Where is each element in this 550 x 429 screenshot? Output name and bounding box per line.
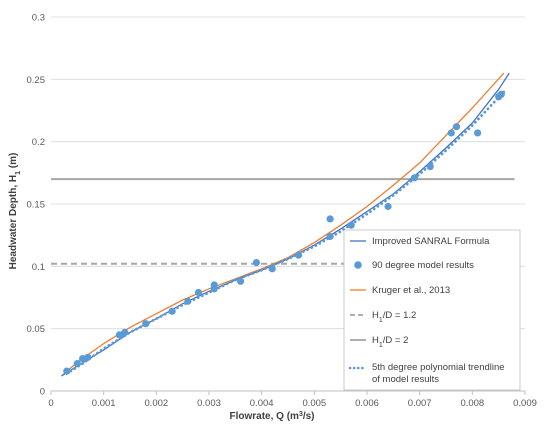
y-tick-label-4: 0.2 [32, 137, 45, 148]
legend-label-poly-trendline-line2: of model results [372, 374, 439, 385]
x-tick-label-9: 0.009 [513, 398, 537, 409]
x-tick-label-6: 0.006 [355, 398, 379, 409]
legend-label-poly-trendline-line1: 5th degree polynomial trendline [372, 362, 505, 373]
y-axis-title-subscript: 1 [15, 171, 22, 175]
y-tick-label-5: 0.25 [27, 75, 46, 86]
model-result-point [194, 288, 203, 297]
x-tick-labels: 0 0.001 0.002 0.003 0.004 0.005 0.006 0.007 0.00… [48, 398, 537, 409]
y-tick-label-1: 0.05 [27, 324, 46, 335]
model-result-point [326, 215, 334, 223]
model-result-point [294, 251, 303, 259]
model-result-point [168, 307, 176, 315]
model-result-point [142, 320, 150, 328]
legend-label-h1d-2: H1/D = 2 [372, 335, 408, 349]
x-tick-label-3: 0.003 [197, 398, 221, 409]
x-tick-label-8: 0.008 [460, 398, 484, 409]
axes [50, 390, 526, 395]
legend-label-improved-sanral: Improved SANRAL Formula [372, 236, 490, 247]
legend-label-h1d-1-2: H1/D = 1.2 [372, 310, 416, 324]
model-result-point [84, 353, 92, 361]
model-result-point [252, 258, 260, 267]
x-axis-title-superscript: 3 [299, 411, 303, 418]
x-axis-title: Flowrate, Q (m3/s) [229, 411, 314, 423]
model-result-point [73, 359, 81, 368]
model-result-point [184, 297, 192, 305]
x-tick-label-1: 0.001 [92, 398, 116, 409]
model-result-point [384, 202, 392, 211]
model-result-point [237, 277, 245, 285]
model-result-point [63, 367, 71, 375]
y-tick-label-3: 0.15 [27, 200, 46, 211]
series-model-results [63, 90, 505, 375]
model-result-point [426, 163, 434, 171]
series-layer [51, 72, 515, 377]
x-tick-label-5: 0.005 [302, 398, 326, 409]
y-axis-title: Headwater Depth, H1 (m) [8, 153, 22, 270]
model-result-point [347, 221, 355, 229]
model-result-point [326, 232, 334, 241]
y-tick-label-0: 0 [40, 387, 45, 398]
model-result-point [268, 265, 276, 273]
model-result-point [474, 129, 482, 137]
y-tick-label-6: 0.3 [32, 13, 45, 24]
model-result-point [210, 285, 218, 293]
y-tick-labels: 0 0.05 0.1 0.15 0.2 0.25 0.3 [27, 13, 46, 398]
legend-label-model-results: 90 degree model results [372, 260, 474, 271]
y-tick-label-2: 0.1 [32, 262, 45, 273]
legend-box [343, 229, 521, 391]
x-tick-label-0: 0 [48, 398, 53, 409]
x-tick-label-7: 0.007 [408, 398, 432, 409]
legend-label-kruger: Kruger et al., 2013 [372, 285, 450, 296]
gridlines [51, 16, 525, 330]
x-tick-label-2: 0.002 [144, 398, 168, 409]
model-result-point [121, 328, 129, 337]
legend-swatch-model-results [354, 261, 362, 269]
model-result-point [497, 90, 505, 98]
model-result-point [452, 123, 461, 131]
model-result-point [410, 174, 418, 182]
model-result-point [447, 129, 455, 137]
x-tick-label-4: 0.004 [250, 398, 274, 409]
legend: Improved SANRAL Formula 90 degree model … [343, 229, 521, 391]
